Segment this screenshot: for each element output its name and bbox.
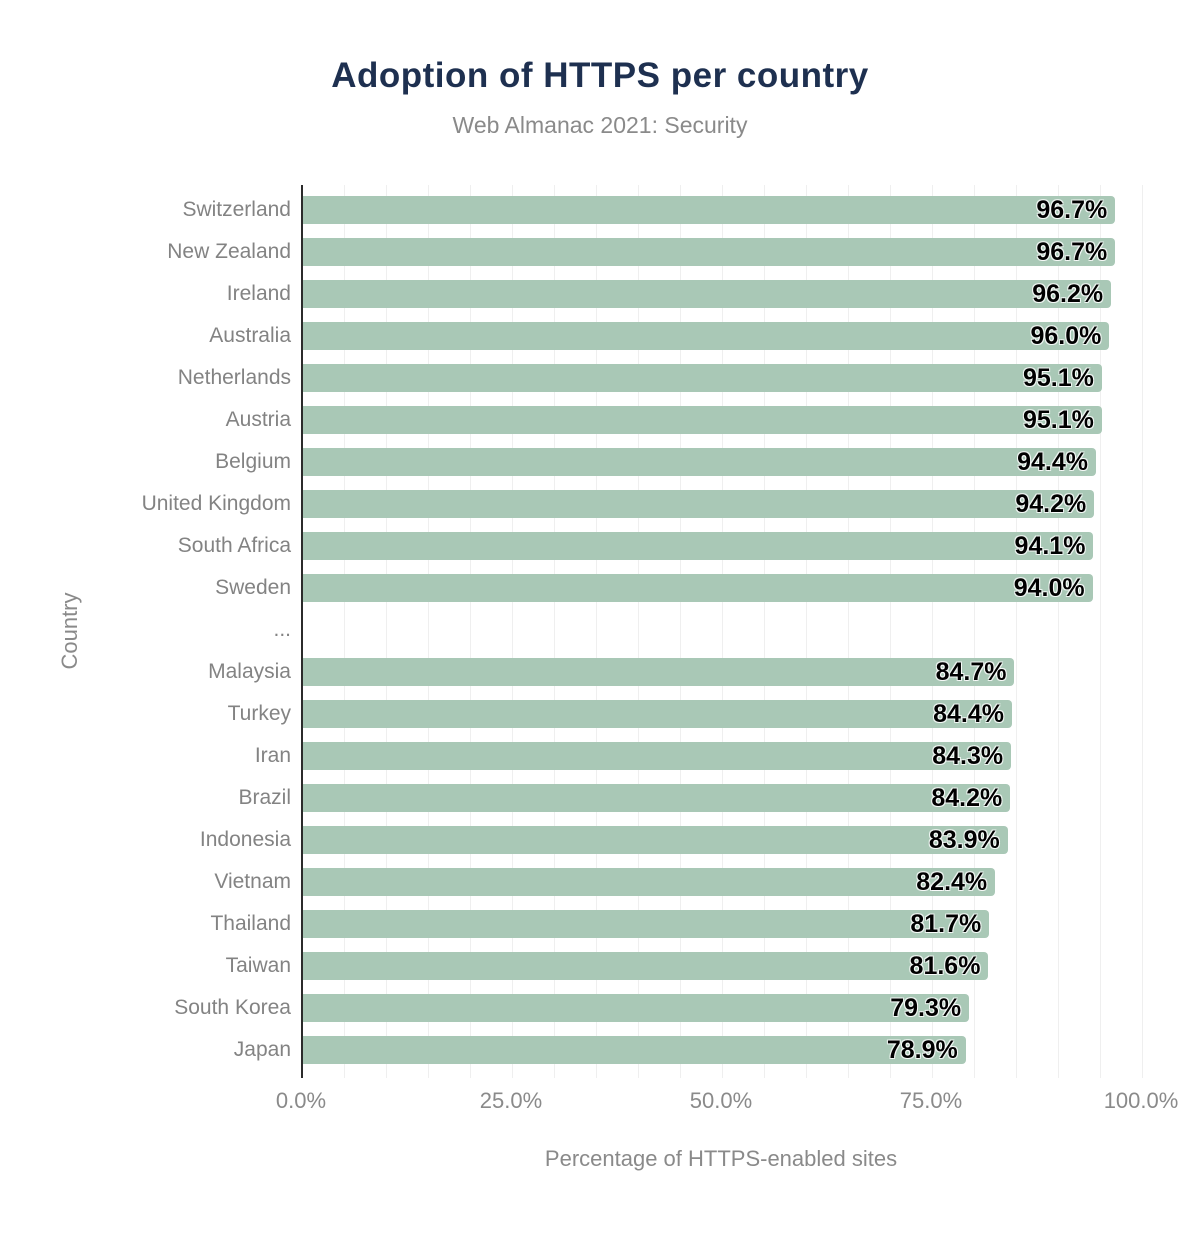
chart-row: 96.7% [303,189,1143,231]
bar: 81.6% [303,952,989,980]
category-label: Netherlands [177,366,291,389]
bar: 96.0% [303,322,1110,350]
category-label: Iran [254,744,291,767]
bar-rows: 96.7% 96.7% 96.2% 96.0% 95.1% 95.1% 94.4% 94.2%… [303,189,1143,1071]
bar-value-label: 95.1% [1022,364,1094,392]
chart-row: 94.0% [303,567,1143,609]
category-label: United Kingdom [141,492,291,515]
bar-value-label: 96.7% [1036,196,1108,224]
bar-value-label: 82.4% [916,868,988,896]
bar: 84.7% [303,658,1015,686]
category-label-ellipsis: ... [273,618,291,641]
category-label: Brazil [238,786,291,809]
category-label: New Zealand [167,240,291,263]
chart-row: 84.7% [303,651,1143,693]
x-axis-tick-label: 75.0% [899,1088,963,1113]
bar-value-label: 95.1% [1022,406,1094,434]
bar: 83.9% [303,826,1008,854]
category-label: South Korea [174,996,291,1019]
bar-value-label: 94.1% [1014,532,1086,560]
chart-row: 78.9% [303,1029,1143,1071]
chart-row: 84.4% [303,693,1143,735]
bar-value-label: 84.2% [931,784,1003,812]
x-axis-tick-label: 50.0% [689,1088,753,1113]
bar: 94.4% [303,448,1096,476]
x-axis-tick-labels: 0.0% 25.0% 50.0% 75.0% 100.0% [276,1088,1178,1118]
bar-value-label: 96.2% [1032,280,1104,308]
bar: 84.3% [303,742,1012,770]
bar: 96.2% [303,280,1112,308]
bar-value-label: 96.0% [1030,322,1102,350]
bar: 82.4% [303,868,996,896]
bar: 95.1% [303,364,1102,392]
bar-value-label: 94.4% [1017,448,1088,476]
chart-row: 95.1% [303,399,1143,441]
bar: 84.2% [303,784,1011,812]
chart-row: 84.3% [303,735,1143,777]
chart-row: 94.4% [303,441,1143,483]
chart-row: 94.2% [303,483,1143,525]
chart-row: 96.0% [303,315,1143,357]
bar-value-label: 84.4% [933,700,1004,728]
category-label: Belgium [215,450,291,473]
bar: 95.1% [303,406,1102,434]
bar: 81.7% [303,910,990,938]
chart-row: 94.1% [303,525,1143,567]
chart-row [303,609,1143,651]
chart-row: 95.1% [303,357,1143,399]
category-label: Ireland [226,282,291,305]
bar: 96.7% [303,238,1116,266]
bar-value-label: 96.7% [1036,238,1108,266]
bar-value-label: 84.7% [935,658,1007,686]
bar-value-label: 94.0% [1013,574,1085,602]
bar: 94.1% [303,532,1094,560]
category-label: South Africa [177,534,291,557]
category-label: Sweden [215,576,291,599]
bar: 78.9% [303,1036,966,1064]
chart-row: 79.3% [303,987,1143,1029]
chart-row: 96.2% [303,273,1143,315]
category-label: Thailand [210,912,291,935]
category-label: Australia [209,324,291,347]
category-label: Vietnam [214,870,291,893]
chart-row: 84.2% [303,777,1143,819]
bar-value-label: 78.9% [886,1036,958,1064]
bar-value-label: 94.2% [1015,490,1087,518]
bar: 96.7% [303,196,1116,224]
bar: 94.0% [303,574,1093,602]
category-label: Switzerland [182,198,291,221]
chart-title: Adoption of HTTPS per country [331,56,869,95]
chart-row: 81.6% [303,945,1143,987]
chart-row: 82.4% [303,861,1143,903]
x-axis-tick-label: 0.0% [275,1088,327,1113]
bar-value-label: 84.3% [932,742,1004,770]
y-axis-category-labels: Switzerland New Zealand Ireland Australia Ne… [0,189,291,1071]
category-label: Turkey [227,702,291,725]
chart-subtitle: Web Almanac 2021: Security [452,112,748,138]
bar: 94.2% [303,490,1095,518]
plot-area: 96.7% 96.7% 96.2% 96.0% 95.1% 95.1% 94.4% 94.2%… [301,185,1143,1078]
category-label: Japan [233,1038,291,1061]
x-axis-tick-label: 100.0% [1103,1088,1179,1113]
category-label: Austria [225,408,291,431]
bar: 84.4% [303,700,1012,728]
chart-row: 83.9% [303,819,1143,861]
bar-value-label: 81.7% [910,910,982,938]
chart-row: 81.7% [303,903,1143,945]
category-label: Malaysia [208,660,291,683]
bar-value-label: 79.3% [890,994,962,1022]
bar-value-label: 83.9% [928,826,1000,854]
bar: 79.3% [303,994,970,1022]
chart-row: 96.7% [303,231,1143,273]
bar-value-label: 81.6% [909,952,981,980]
x-axis-tick-label: 25.0% [479,1088,543,1113]
x-axis-title: Percentage of HTTPS-enabled sites [544,1146,898,1171]
category-label: Indonesia [199,828,291,851]
category-label: Taiwan [225,954,291,977]
